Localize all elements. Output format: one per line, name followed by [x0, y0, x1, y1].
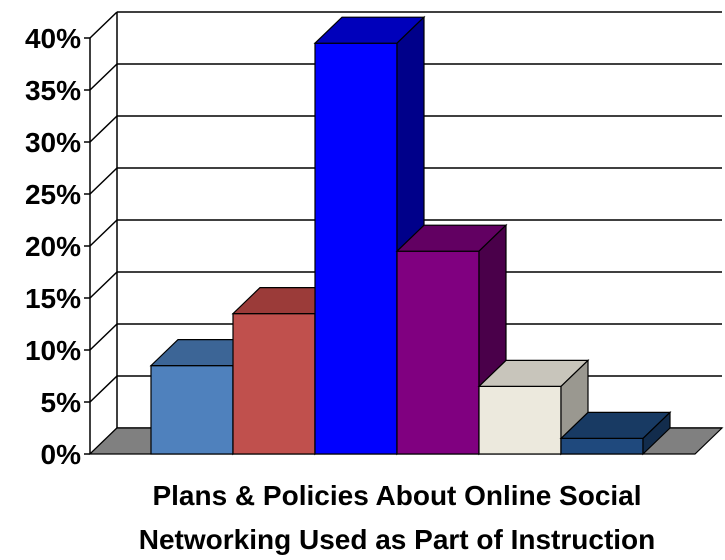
- y-tick-label: 5%: [41, 387, 82, 418]
- y-tick-label: 25%: [25, 179, 81, 210]
- bar-front: [232, 313, 316, 455]
- y-tick-label: 20%: [25, 231, 81, 262]
- side-wall-gridline: [89, 271, 118, 299]
- side-wall-gridline: [89, 167, 118, 195]
- y-tick-label: 40%: [25, 23, 81, 54]
- y-tick-label: 0%: [41, 439, 82, 470]
- bar-side: [642, 410, 671, 456]
- bar-5: [477, 358, 590, 456]
- side-wall-gridline: [89, 375, 118, 403]
- side-wall-gridline: [89, 115, 118, 143]
- bar-front: [396, 250, 480, 455]
- side-wall-gridline: [89, 323, 118, 351]
- bar-front: [478, 385, 562, 455]
- side-wall-gridline: [89, 11, 118, 39]
- side-wall-gridline: [89, 219, 118, 247]
- side-wall-gridline: [89, 63, 118, 91]
- bar-layer: [149, 15, 672, 456]
- y-tick-label: 35%: [25, 75, 81, 106]
- bar-front: [560, 437, 644, 455]
- x-axis-label-line-2: Networking Used as Part of Instruction: [139, 524, 656, 555]
- bar-front: [314, 42, 398, 455]
- bar-6: [559, 410, 672, 456]
- y-tick-labels: 0% 5% 10% 15% 20% 25% 30% 35% 40%: [25, 23, 90, 470]
- x-axis-label-line-1: Plans & Policies About Online Social: [152, 480, 641, 511]
- y-tick-label: 30%: [25, 127, 81, 158]
- y-tick-label: 10%: [25, 335, 81, 366]
- bar-front: [150, 365, 234, 455]
- y-tick-label: 15%: [25, 283, 81, 314]
